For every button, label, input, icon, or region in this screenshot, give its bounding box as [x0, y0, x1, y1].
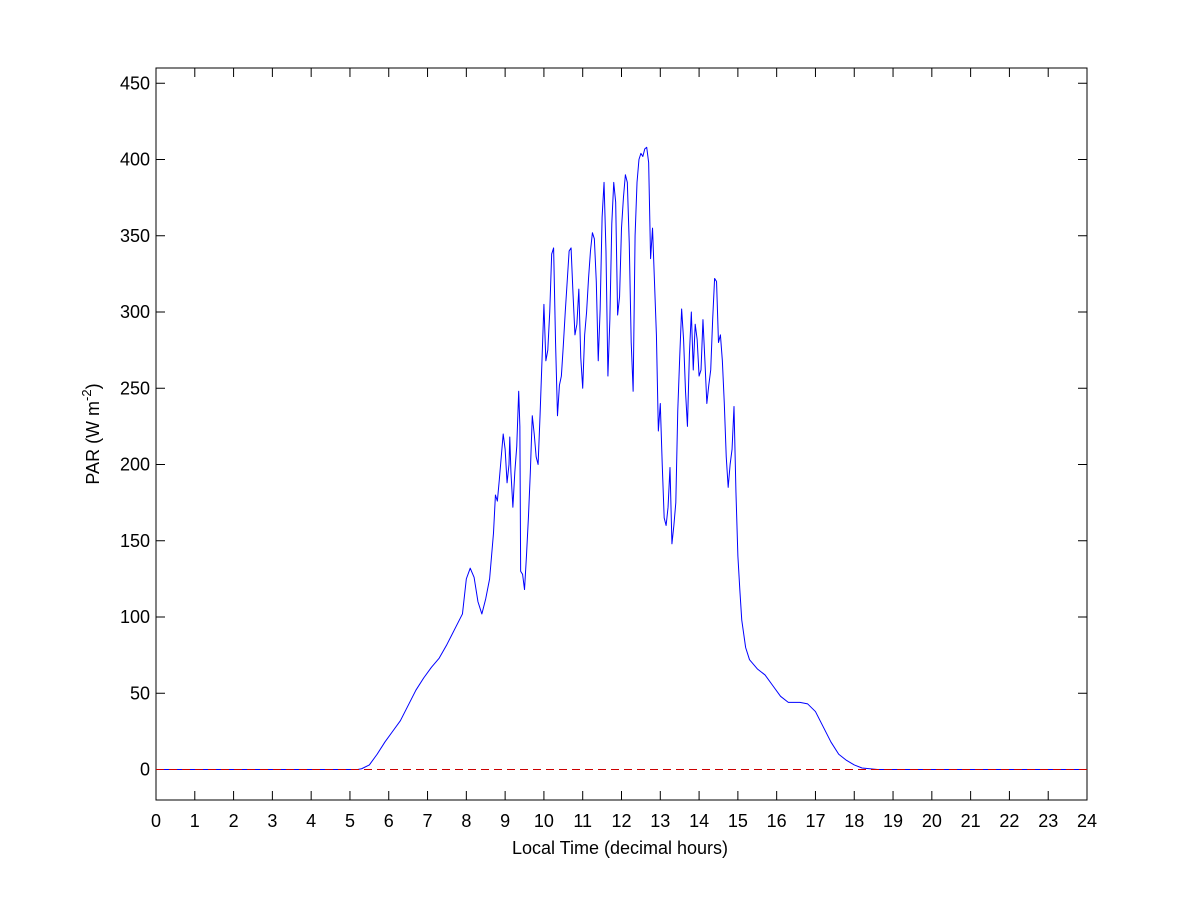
y-tick-label: 350 — [120, 226, 150, 246]
tick-labels: 0 1 2 3 4 5 6 7 8 9 10 11 12 13 14 15 16 17 18 19 20 21 22 23 24… — [120, 73, 1097, 831]
x-tick-label: 13 — [650, 811, 670, 831]
y-tick-label: 50 — [130, 683, 150, 703]
x-tick-label: 8 — [461, 811, 471, 831]
x-tick-label: 22 — [999, 811, 1019, 831]
x-tick-label: 18 — [844, 811, 864, 831]
y-tick-label: 300 — [120, 302, 150, 322]
y-tick-label: 0 — [140, 760, 150, 780]
x-tick-label: 5 — [345, 811, 355, 831]
par-series-line — [156, 146, 1087, 770]
x-tick-label: 0 — [151, 811, 161, 831]
x-tick-label: 17 — [805, 811, 825, 831]
y-axis-title: PAR (W m-2) — [79, 383, 103, 484]
x-tick-label: 14 — [689, 811, 709, 831]
x-tick-label: 3 — [267, 811, 277, 831]
x-tick-label: 24 — [1077, 811, 1097, 831]
y-tick-label: 250 — [120, 378, 150, 398]
y-axis-title-suffix: ) — [83, 383, 103, 389]
x-tick-label: 6 — [384, 811, 394, 831]
x-tick-label: 20 — [922, 811, 942, 831]
x-tick-label: 12 — [611, 811, 631, 831]
x-tick-label: 7 — [423, 811, 433, 831]
series-layer — [156, 146, 1087, 770]
x-tick-label: 2 — [229, 811, 239, 831]
y-tick-label: 200 — [120, 455, 150, 475]
x-axis-title: Local Time (decimal hours) — [512, 838, 728, 858]
y-tick-label: 450 — [120, 73, 150, 93]
x-tick-label: 23 — [1038, 811, 1058, 831]
x-tick-label: 11 — [573, 811, 592, 831]
y-tick-label: 400 — [120, 150, 150, 170]
y-tick-label: 150 — [120, 531, 150, 551]
axis-ticks — [155, 68, 1088, 800]
y-tick-label: 100 — [120, 607, 150, 627]
plot-area — [155, 67, 1088, 801]
x-tick-label: 10 — [534, 811, 554, 831]
y-axis-title-main: PAR (W m — [83, 401, 103, 485]
x-tick-label: 15 — [728, 811, 748, 831]
x-tick-label: 1 — [190, 811, 200, 831]
x-tick-label: 19 — [883, 811, 903, 831]
x-tick-label: 9 — [500, 811, 510, 831]
x-tick-label: 21 — [961, 811, 981, 831]
y-axis-title-superscript: -2 — [79, 389, 94, 401]
x-tick-label: 16 — [767, 811, 787, 831]
x-tick-label: 4 — [306, 811, 316, 831]
